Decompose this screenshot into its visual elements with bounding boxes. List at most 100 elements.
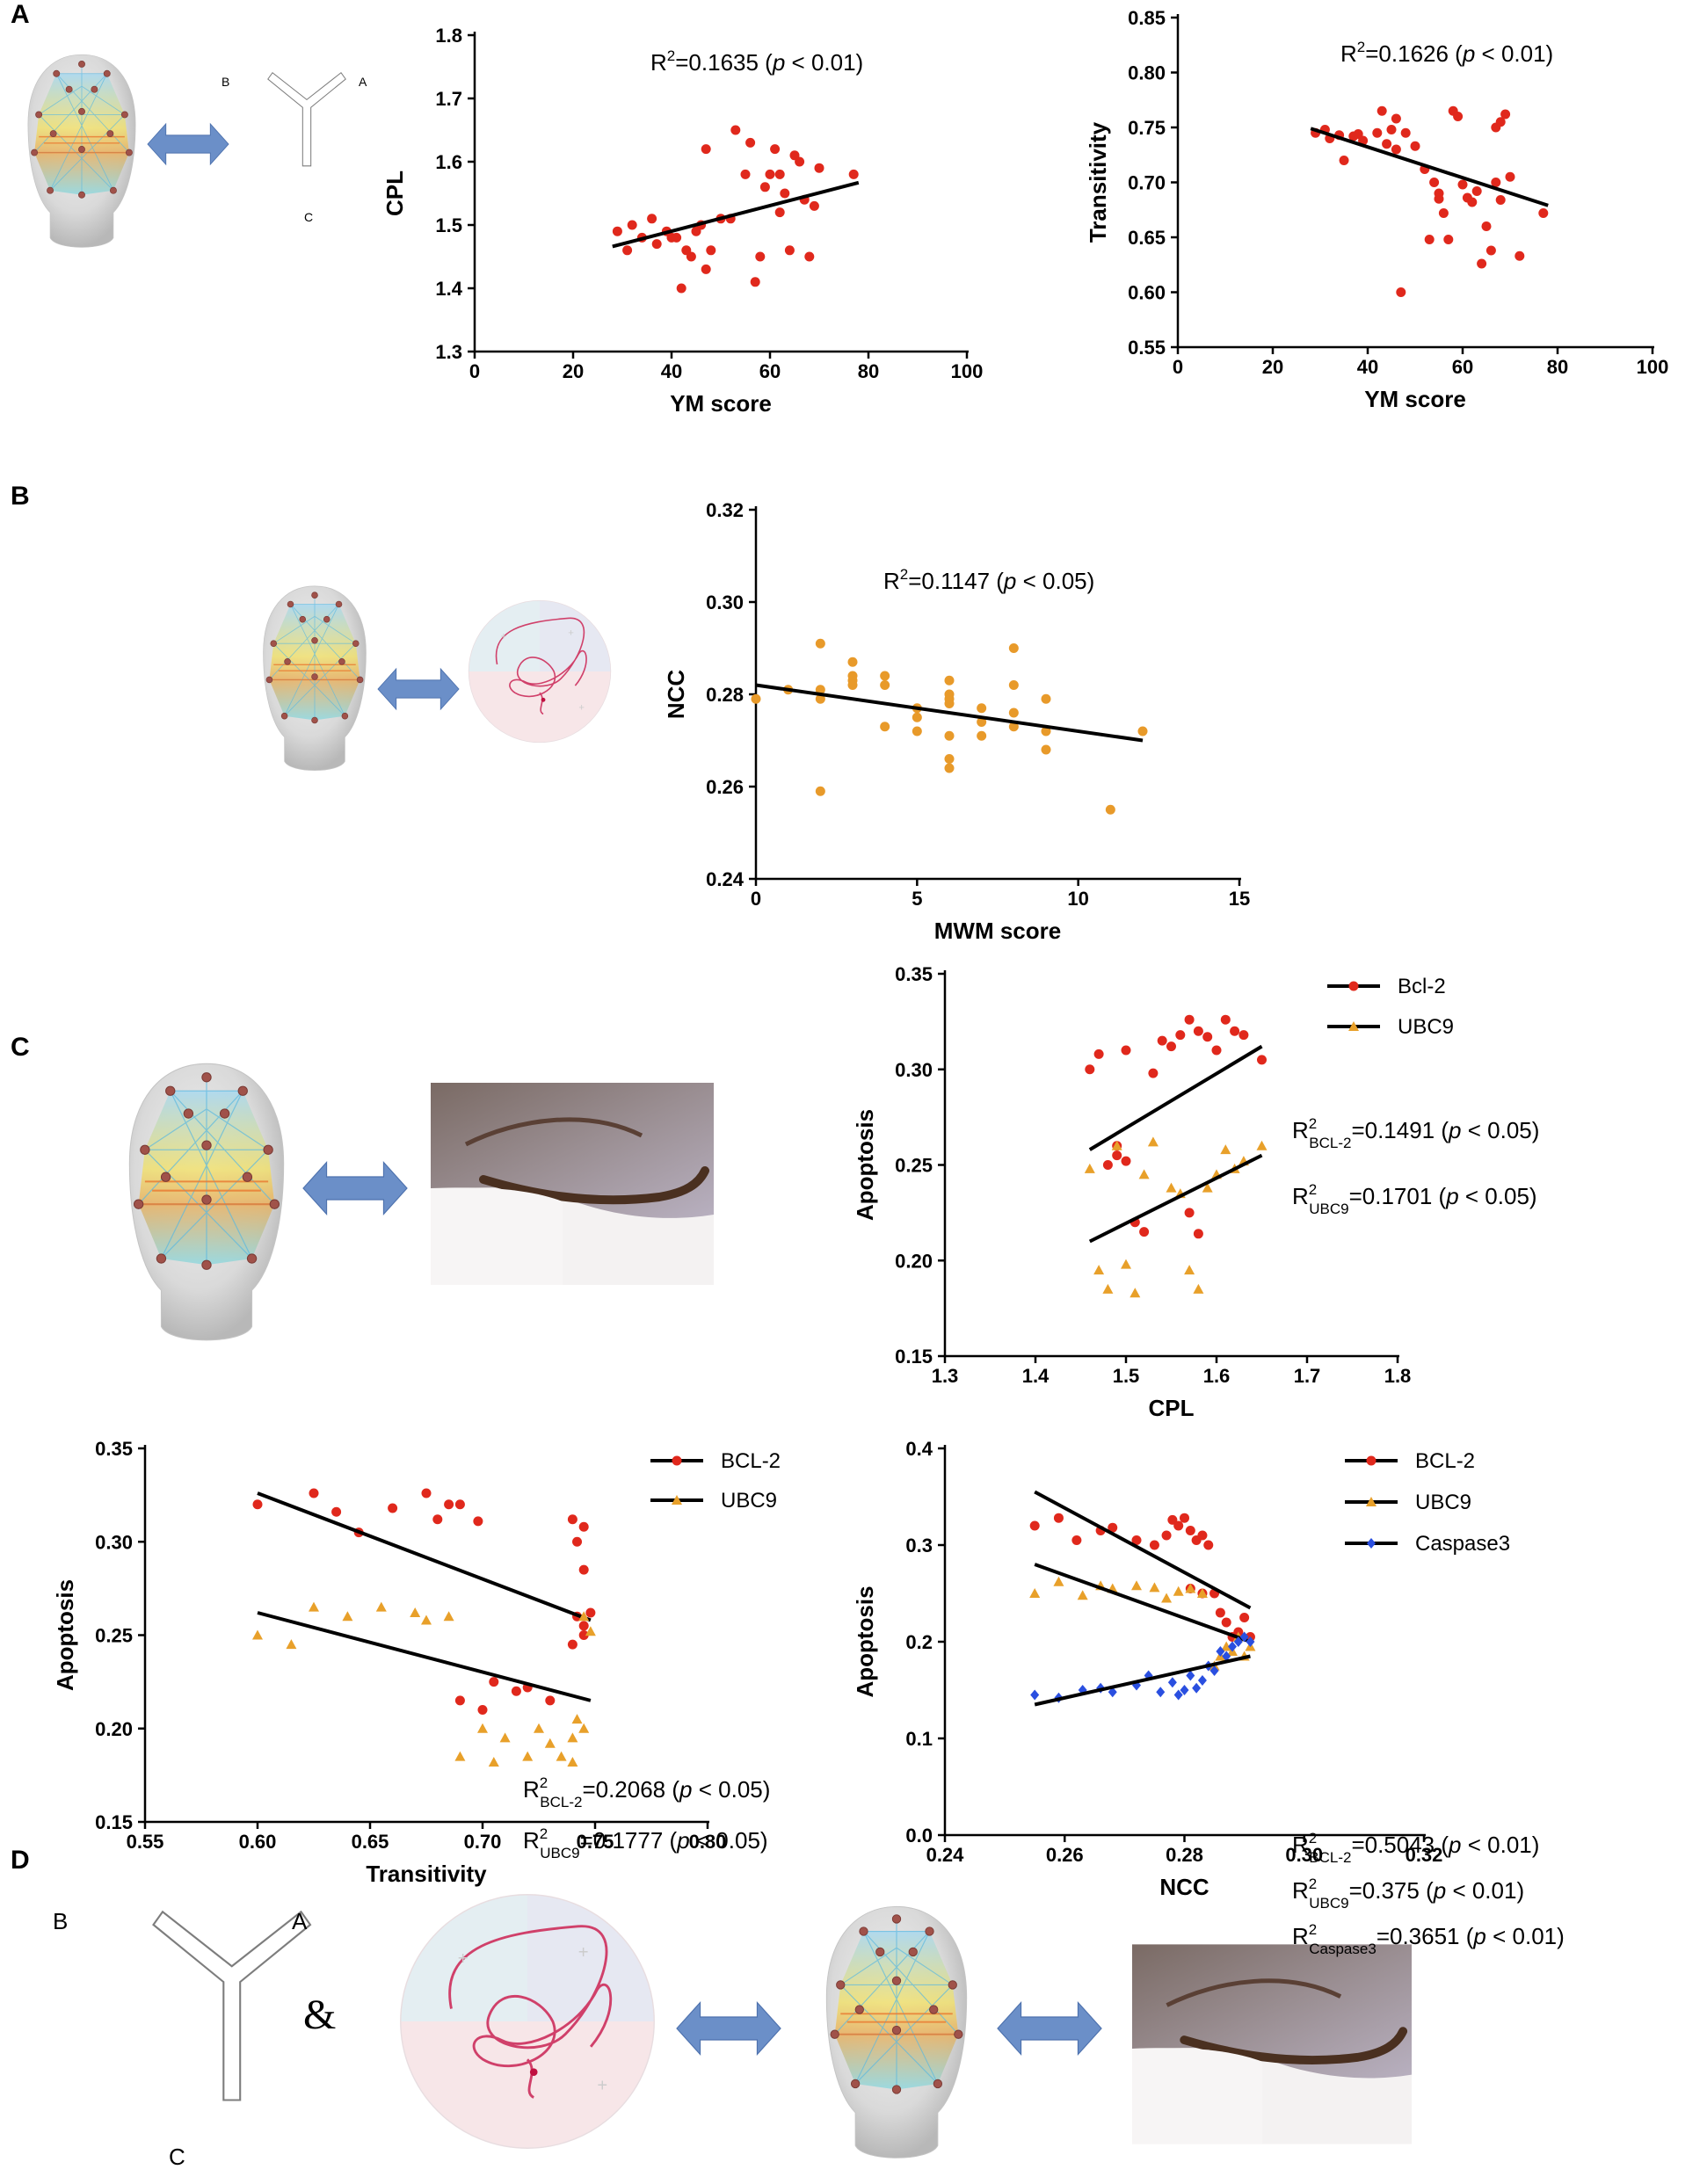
y-tick-label: 0.30 (95, 1531, 133, 1553)
data-point-30 (784, 245, 795, 256)
data-point-14 (701, 264, 711, 274)
r-squared-annotation: R2 BCL-2=0.1491 (p < 0.05) (1292, 1115, 1539, 1151)
data-point-diamond-4 (1108, 1687, 1117, 1698)
maze-label-b: B (53, 1908, 68, 1934)
data-point-10 (454, 1695, 465, 1706)
data-point-15 (912, 726, 922, 736)
data-point-11 (686, 251, 696, 262)
y-tick-label: 0.80 (1128, 62, 1166, 84)
data-point-20 (944, 730, 955, 741)
legend-label: Bcl-2 (1398, 975, 1446, 998)
data-point-4 (388, 1503, 398, 1513)
data-point-triangle-12 (522, 1751, 534, 1761)
y-tick-label: 0.25 (895, 1155, 933, 1177)
data-point-12 (880, 722, 890, 732)
r-squared-annotation: R2=0.1626 (p < 0.01) (1340, 39, 1553, 67)
data-point-8 (672, 232, 682, 243)
data-point-diamond-21 (1246, 1636, 1255, 1647)
panel-label-b: B (11, 482, 30, 511)
data-point-triangle-10 (1184, 1265, 1195, 1275)
data-point-13 (1184, 1014, 1195, 1025)
x-axis-label: Transitivity (366, 1861, 487, 1887)
data-point-28 (1467, 197, 1478, 207)
data-point-21 (578, 1630, 589, 1640)
data-point-8 (1139, 1227, 1150, 1237)
data-point-30 (1477, 258, 1487, 269)
data-point-19 (1220, 1014, 1231, 1025)
data-point-triangle-0 (252, 1629, 263, 1640)
x-tick-label: 80 (1547, 356, 1568, 378)
data-point-0 (1029, 1520, 1040, 1531)
data-point-2 (1102, 1160, 1113, 1170)
data-point-diamond-17 (1222, 1651, 1231, 1662)
data-point-24 (977, 717, 987, 727)
data-point-36 (1495, 195, 1506, 205)
x-tick-label: 0 (469, 360, 480, 382)
data-point-6 (1149, 1540, 1159, 1550)
data-point-20 (740, 169, 751, 179)
x-tick-label: 0.70 (464, 1831, 502, 1853)
x-axis-label: CPL (1149, 1395, 1195, 1421)
x-tick-label: 1.6 (1203, 1365, 1231, 1387)
r-squared-annotation: R2 UBC9=0.1701 (p < 0.05) (1292, 1181, 1537, 1217)
data-point-triangle-6 (1138, 1169, 1150, 1179)
data-point-27 (1008, 680, 1019, 690)
data-point-triangle-legend-1 (672, 1495, 682, 1505)
data-point-23 (578, 1621, 589, 1631)
data-point-8 (454, 1499, 465, 1510)
regression-line (755, 683, 1144, 743)
data-point-triangle-2 (1077, 1590, 1088, 1600)
y-tick-label: 0.3 (905, 1535, 933, 1556)
data-point-9 (847, 680, 858, 690)
data-point-38 (1505, 171, 1515, 182)
data-point-14 (1396, 287, 1406, 297)
data-point-triangle-16 (567, 1732, 578, 1743)
data-point-triangle-7 (1161, 1593, 1173, 1603)
data-point-21 (745, 137, 756, 148)
data-point-11 (477, 1705, 488, 1715)
data-point-22 (1438, 208, 1449, 218)
series-ncc (751, 638, 1148, 815)
data-point-2 (815, 638, 825, 649)
data-point-legend-0 (672, 1455, 682, 1466)
r-squared-annotation: R2 Caspase3=0.3651 (p < 0.01) (1292, 1921, 1565, 1957)
data-point-23 (977, 703, 987, 714)
data-point-4 (815, 693, 825, 704)
water-maze-illustration (399, 1893, 656, 2150)
x-tick-label: 0.80 (689, 1831, 727, 1853)
maze-label-c: C (169, 2144, 185, 2170)
data-point-8 (1167, 1514, 1178, 1525)
brain-network-illustration (262, 585, 367, 772)
data-point-18 (1211, 1045, 1222, 1056)
data-point-3 (815, 685, 825, 695)
chart-cpl-vs-ym: 0 20 40 60 80 100 1.3 1.4 1.5 1.6 1.7 1.8 YM score CP… (381, 25, 983, 417)
data-point-0 (751, 693, 761, 704)
series-ubc9 (252, 1601, 596, 1767)
brain-network-illustration (128, 1063, 285, 1341)
series-caspase3 (1030, 1631, 1255, 1703)
data-point-15 (1400, 127, 1411, 138)
maze-label-c: C (304, 210, 313, 224)
legend-label: BCL-2 (1415, 1449, 1475, 1473)
x-tick-label: 0.28 (1166, 1844, 1203, 1866)
x-tick-label: 1.3 (932, 1365, 959, 1387)
data-point-6 (432, 1514, 443, 1525)
y-tick-label: 0.32 (706, 499, 744, 521)
data-point-triangle-1 (1093, 1265, 1105, 1275)
data-point-13 (1197, 1530, 1208, 1541)
maze-label-a: A (292, 1908, 308, 1934)
data-point-32 (795, 156, 805, 167)
y-tick-label: 0.35 (95, 1438, 133, 1460)
data-point-16 (706, 245, 716, 256)
data-point-40 (1538, 208, 1549, 218)
data-point-diamond-18 (1228, 1641, 1237, 1652)
data-point-10 (1382, 139, 1392, 149)
x-tick-label: 40 (1357, 356, 1378, 378)
y-tick-label: 0.24 (706, 868, 745, 890)
y-axis-label: NCC (663, 670, 689, 720)
data-point-5 (1121, 1045, 1131, 1056)
data-point-triangle-14 (544, 1738, 556, 1748)
data-point-11 (1386, 125, 1397, 134)
y-axis-label: Apoptosis (852, 1109, 878, 1221)
data-point-2 (331, 1506, 342, 1517)
